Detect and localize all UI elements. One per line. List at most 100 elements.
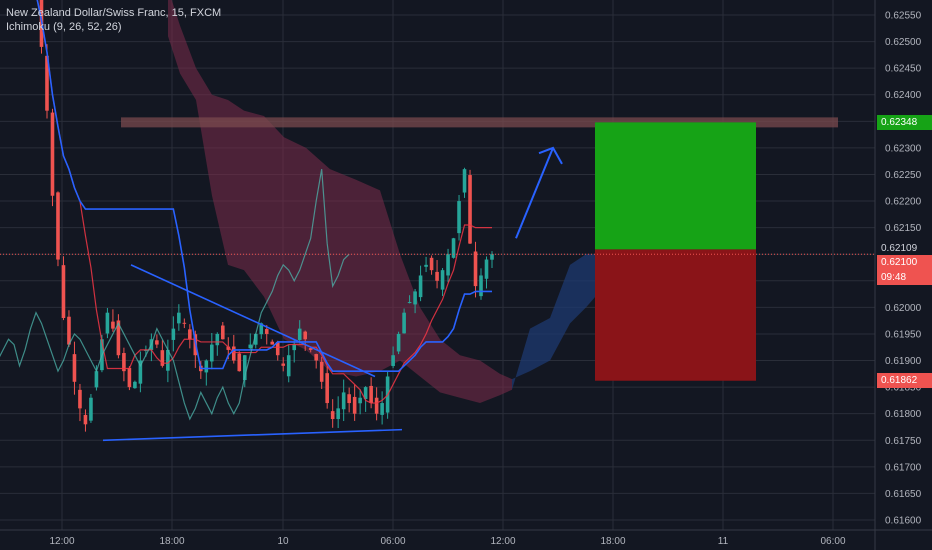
candle-body (138, 360, 143, 384)
candle-body (451, 238, 456, 258)
price-tick-label: 0.61950 (885, 329, 922, 340)
time-tick-label: 06:00 (820, 536, 845, 547)
candle-body (292, 344, 297, 351)
candle-body (446, 254, 450, 276)
price-tick-label: 0.62550 (885, 11, 922, 22)
candle-body (429, 257, 434, 271)
candle-body (440, 270, 445, 290)
candle-body (347, 394, 351, 404)
resistance-zone (121, 117, 838, 128)
last-price-tag: 0.62109 (877, 241, 932, 256)
price-tick-label: 0.62250 (885, 170, 922, 181)
price-tick-label: 0.62300 (885, 143, 922, 154)
candle-body (413, 291, 417, 305)
loss-zone (595, 249, 756, 381)
candle-body (479, 275, 483, 297)
conversion-line (36, 0, 492, 404)
price-tick-label: 0.61850 (885, 383, 922, 394)
candle-body (67, 316, 71, 345)
candle-body (122, 353, 126, 372)
triangle-upper-trendline (130, 264, 376, 378)
current-price-tag: 0.62100 (877, 255, 932, 270)
candle-body (171, 328, 176, 340)
time-tick-label: 12:00 (49, 536, 74, 547)
chart-legend: New Zealand Dollar/Swiss Franc, 15, FXCM… (6, 6, 221, 34)
price-tick-label: 0.62000 (885, 303, 922, 314)
candle-body (363, 387, 368, 400)
candle-body (380, 403, 384, 415)
candle-body (166, 349, 170, 371)
candle-body (204, 360, 209, 373)
candle-body (270, 341, 275, 345)
candle-body (374, 397, 379, 414)
time-axis: 12:00 18:00 10 06:00 12:00 18:00 11 06:00 (49, 536, 845, 547)
price-tick-label: 0.62150 (885, 223, 922, 234)
candle-body (462, 169, 467, 193)
time-tick-label: 06:00 (380, 536, 405, 547)
candle-body (407, 302, 412, 304)
candle-body (188, 329, 192, 340)
candle-body (89, 397, 93, 421)
candle-body (248, 344, 253, 349)
candle-body (352, 396, 357, 414)
stop-price-tag: 0.61862 (877, 373, 932, 388)
candle-body (133, 381, 137, 389)
candle-body (336, 408, 340, 420)
triangle-lower-trendline (102, 428, 403, 442)
candle-body (325, 373, 329, 404)
indicator-title[interactable]: Ichimoku (9, 26, 52, 26) (6, 21, 122, 33)
candle-body (281, 363, 286, 366)
candle-body (391, 355, 395, 367)
price-tick-label: 0.62400 (885, 90, 922, 101)
candle-body (424, 264, 428, 267)
candle-body (231, 346, 236, 361)
price-tick-label: 0.61650 (885, 489, 922, 500)
cloud-bear (168, 0, 512, 404)
candle-body (210, 344, 214, 362)
candle-body (369, 385, 373, 404)
candle-body (484, 259, 489, 279)
price-tick-label: 0.62450 (885, 64, 922, 75)
candle-body (435, 271, 439, 281)
candle-body (314, 354, 318, 361)
symbol-title[interactable]: New Zealand Dollar/Swiss Franc, 15, FXCM (6, 7, 222, 19)
candle-body (160, 350, 165, 366)
price-tick-label: 0.61700 (885, 462, 922, 473)
candle-body (45, 55, 49, 111)
candle-body (215, 333, 220, 346)
candle-body (402, 312, 406, 334)
candle-body (473, 251, 478, 287)
candle-body (61, 265, 66, 318)
candle-body (275, 341, 280, 356)
candle-body (490, 254, 494, 260)
price-tick-label: 0.61800 (885, 409, 922, 420)
price-tick-label: 0.61900 (885, 356, 922, 367)
candle-body (105, 312, 110, 334)
cloud-bull (512, 254, 612, 390)
candle-body (253, 333, 258, 345)
price-tick-label: 0.62500 (885, 37, 922, 48)
lagging-span (0, 169, 350, 421)
candle-body (94, 371, 99, 388)
candle-body (259, 323, 264, 335)
candle-body (303, 331, 308, 340)
price-tick-label: 0.61600 (885, 516, 922, 527)
time-tick-label: 11 (718, 536, 729, 547)
candle-body (182, 322, 187, 324)
candle-body (396, 333, 401, 352)
candle-body (83, 414, 88, 425)
candle-body (50, 112, 55, 196)
candle-body (242, 355, 247, 381)
target-price-tag: 0.62348 (877, 115, 932, 130)
price-tick-label: 0.61750 (885, 436, 922, 447)
candle-body (297, 328, 302, 340)
candle-body (457, 201, 461, 234)
time-tick-label: 10 (277, 536, 289, 547)
candle-body (286, 355, 291, 377)
candle-body (177, 312, 181, 324)
candle-body (358, 397, 362, 404)
ichimoku-cloud (168, 0, 612, 404)
drawings[interactable] (0, 117, 875, 442)
